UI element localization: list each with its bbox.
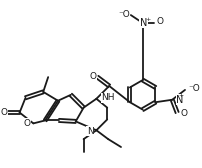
Text: O: O [180, 109, 187, 118]
Text: NH: NH [101, 93, 115, 102]
Text: O: O [157, 17, 163, 27]
Text: +: + [145, 16, 150, 22]
Text: N: N [176, 95, 184, 105]
Text: +: + [178, 93, 184, 98]
Text: O: O [1, 108, 8, 117]
Text: O: O [23, 119, 31, 128]
Text: ⁻O: ⁻O [188, 85, 200, 93]
Text: ⁻O: ⁻O [118, 10, 130, 19]
Text: N: N [87, 127, 94, 136]
Text: O: O [89, 72, 96, 81]
Text: N: N [140, 18, 147, 28]
